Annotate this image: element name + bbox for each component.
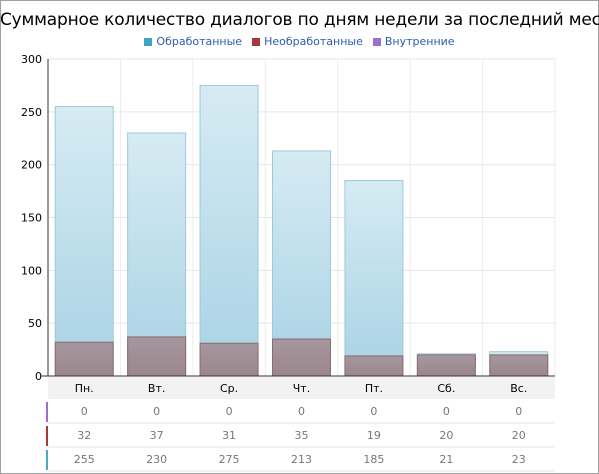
bar-unprocessed <box>416 354 476 377</box>
table-row-marker <box>46 402 48 422</box>
table-cell-value: 0 <box>370 405 377 418</box>
table-cell-value: 0 <box>515 405 522 418</box>
legend-label-processed: Обработанные <box>156 35 243 48</box>
legend-swatch-internal <box>372 37 381 46</box>
table-cell-value: 230 <box>146 453 167 466</box>
x-tick-label: Ср. <box>220 382 238 395</box>
table-cell-value: 21 <box>439 453 453 466</box>
chart-title: Суммарное количество диалогов по дням не… <box>0 10 599 30</box>
bar-unprocessed <box>272 338 331 377</box>
legend-swatch-processed <box>144 37 153 46</box>
legend-item-internal[interactable]: Внутренние <box>372 35 455 48</box>
bar-processed <box>54 106 114 377</box>
table-cell-value: 20 <box>439 429 453 442</box>
x-tick-label: Вс. <box>510 382 527 395</box>
table-cell-value: 32 <box>77 429 91 442</box>
table-cell-value: 275 <box>219 453 240 466</box>
bar-processed <box>127 132 187 377</box>
table-header-background <box>48 377 555 399</box>
table-cell-value: 185 <box>363 453 384 466</box>
bar-processed <box>199 84 259 377</box>
table-cell-value: 0 <box>153 405 160 418</box>
bar-unprocessed <box>344 355 404 377</box>
table-row-marker <box>46 450 48 470</box>
bar-processed <box>344 180 404 377</box>
y-tick-label: 0 <box>35 370 42 383</box>
y-tick-label: 150 <box>21 212 42 225</box>
y-tick-label: 300 <box>21 53 42 66</box>
table-cell-value: 20 <box>512 429 526 442</box>
y-tick-label: 50 <box>28 317 42 330</box>
table-cell-value: 255 <box>74 453 95 466</box>
y-tick-label: 100 <box>21 264 42 277</box>
bar-processed <box>272 150 331 377</box>
table-cell-value: 0 <box>226 405 233 418</box>
table-cell-value: 37 <box>150 429 164 442</box>
table-cell-value: 19 <box>367 429 381 442</box>
legend-item-processed[interactable]: Обработанные <box>144 35 242 48</box>
bar-unprocessed <box>199 342 259 377</box>
table-row-marker <box>46 426 48 446</box>
x-tick-label: Сб. <box>437 382 455 395</box>
y-tick-label: 200 <box>21 159 42 172</box>
bar-unprocessed <box>127 336 187 377</box>
table-cell-value: 0 <box>298 405 305 418</box>
table-cell-value: 213 <box>291 453 312 466</box>
legend-label-internal: Внутренние <box>384 35 455 48</box>
table-cell-value: 23 <box>512 453 526 466</box>
x-tick-label: Пн. <box>75 382 94 395</box>
x-tick-label: Вт. <box>148 382 165 395</box>
table-cell-value: 35 <box>295 429 309 442</box>
legend-item-unprocessed[interactable]: Необработанные <box>252 35 363 48</box>
bar-unprocessed <box>54 341 114 377</box>
legend-swatch-unprocessed <box>252 37 261 46</box>
x-tick-label: Чт. <box>293 382 310 395</box>
x-tick-label: Пт. <box>365 382 383 395</box>
bar-unprocessed <box>489 354 549 377</box>
legend-label-unprocessed: Необработанные <box>264 35 363 48</box>
table-cell-value: 31 <box>222 429 236 442</box>
legend: Обработанные Необработанные Внутренние <box>0 35 599 48</box>
table-cell-value: 0 <box>81 405 88 418</box>
table-cell-value: 0 <box>443 405 450 418</box>
y-tick-label: 250 <box>21 106 42 119</box>
